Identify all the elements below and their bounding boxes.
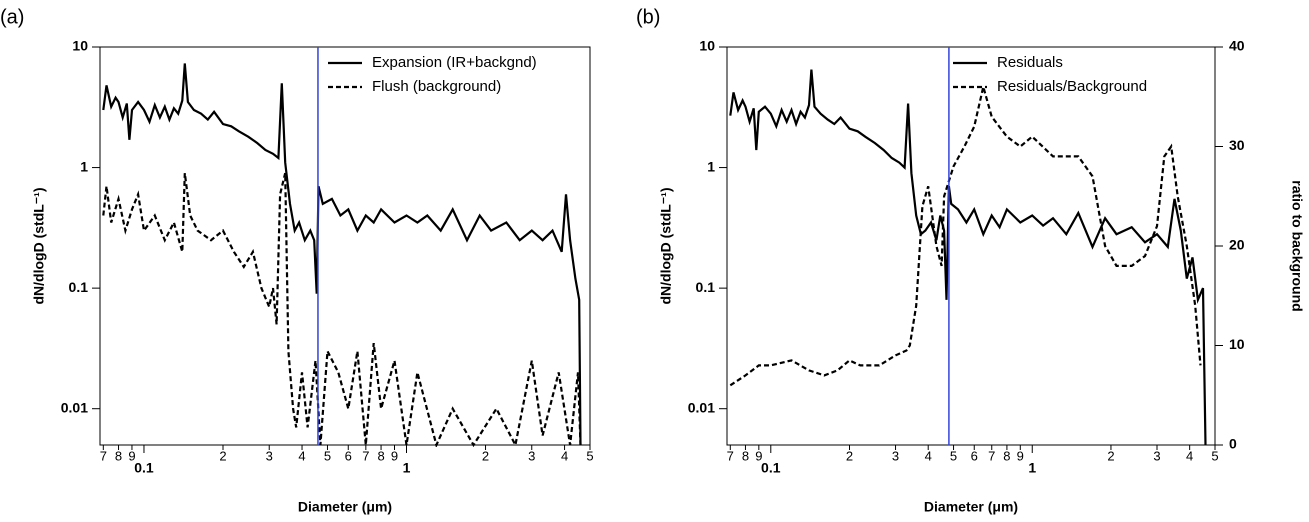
x-tick-label: 7 — [362, 448, 369, 463]
x-tick-label: 9 — [1017, 448, 1024, 463]
x-tick-label: 9 — [391, 448, 398, 463]
plot-frame — [99, 46, 591, 446]
y-tick-label: 0.1 — [69, 279, 89, 295]
y2-tick-label: 0 — [1229, 436, 1237, 452]
x-axis-label: Diameter (μm) — [298, 499, 392, 515]
x-tick-label: 6 — [345, 448, 352, 463]
x-tick-label: 5 — [950, 448, 957, 463]
x-tick-label: 7 — [727, 448, 734, 463]
x-tick-label: 2 — [846, 448, 853, 463]
x-tick-label: 9 — [128, 448, 135, 463]
y-tick-label: 1 — [707, 158, 715, 174]
y2-tick-label: 40 — [1229, 38, 1245, 54]
x-tick-label: 8 — [377, 448, 384, 463]
x-tick-label: 3 — [892, 448, 899, 463]
x-tick-label: 2 — [219, 448, 226, 463]
y2-tick-label: 30 — [1229, 137, 1245, 153]
y-axis-label: dN/dlogD (stdL⁻¹) — [31, 187, 47, 304]
x-tick-label: 6 — [971, 448, 978, 463]
data-line — [102, 172, 582, 447]
y-axis-label: dN/dlogD (stdL⁻¹) — [658, 187, 674, 304]
x-tick-label: 3 — [1153, 448, 1160, 463]
x-tick-label: 3 — [266, 448, 273, 463]
x-axis-label: Diameter (μm) — [924, 499, 1018, 515]
y-tick-label: 0.01 — [61, 399, 88, 415]
x-tick-label: 3 — [528, 448, 535, 463]
y2-axis-label: ratio to background — [1289, 180, 1305, 311]
x-tick-label: 4 — [1186, 448, 1193, 463]
y-tick-label: 0.01 — [688, 399, 715, 415]
x-tick-label: 8 — [1003, 448, 1010, 463]
x-tick-label: 1 — [403, 460, 411, 476]
y-tick-label: 10 — [72, 38, 88, 54]
panel-label: (a) — [0, 6, 24, 28]
legend-label: Residuals — [997, 54, 1063, 71]
panel-label: (b) — [636, 6, 660, 28]
y2-tick-label: 10 — [1229, 336, 1245, 352]
x-tick-label: 7 — [100, 448, 107, 463]
x-tick-label: 8 — [115, 448, 122, 463]
x-tick-label: 4 — [298, 448, 305, 463]
x-tick-label: 7 — [988, 448, 995, 463]
x-tick-label: 9 — [755, 448, 762, 463]
legend-label: Expansion (IR+backgnd) — [372, 54, 537, 71]
x-tick-label: 2 — [1107, 448, 1114, 463]
data-line — [102, 63, 582, 446]
plot-frame — [726, 46, 1216, 446]
x-tick-label: 2 — [482, 448, 489, 463]
x-tick-label: 1 — [1028, 460, 1036, 476]
data-line — [729, 86, 1202, 387]
data-line — [729, 69, 1207, 446]
x-tick-label: 4 — [925, 448, 932, 463]
legend-label: Residuals/Background — [997, 78, 1147, 95]
y-tick-label: 10 — [699, 38, 715, 54]
x-tick-label: 0.1 — [761, 460, 781, 476]
y2-tick-label: 20 — [1229, 237, 1245, 253]
x-tick-label: 5 — [586, 448, 593, 463]
y-tick-label: 1 — [80, 158, 88, 174]
x-tick-label: 8 — [742, 448, 749, 463]
x-tick-label: 5 — [324, 448, 331, 463]
x-tick-label: 0.1 — [134, 460, 154, 476]
x-tick-label: 5 — [1211, 448, 1218, 463]
legend-label: Flush (background) — [372, 78, 501, 95]
y-tick-label: 0.1 — [696, 279, 716, 295]
x-tick-label: 4 — [561, 448, 568, 463]
